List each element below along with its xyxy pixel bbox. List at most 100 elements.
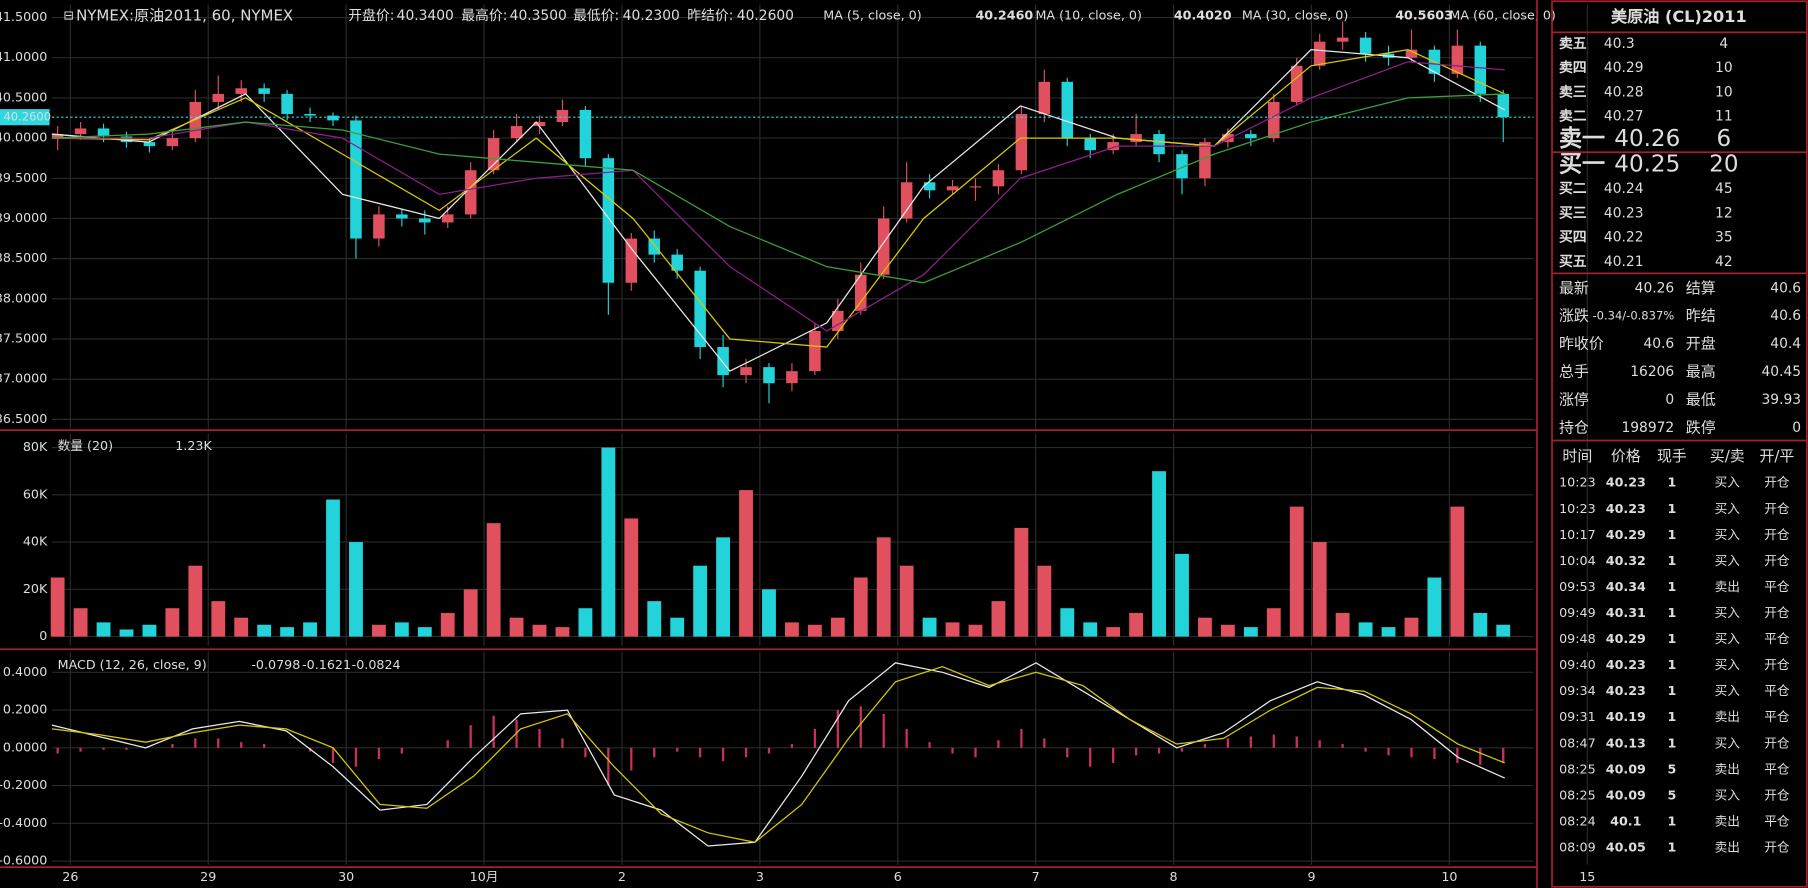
trade-cell: 1: [1668, 579, 1677, 594]
collapse-icon[interactable]: ⊟: [63, 8, 74, 23]
candle-body: [1084, 138, 1096, 151]
volume-bar: [1381, 627, 1396, 637]
trade-cell: 09:48: [1559, 631, 1596, 646]
book-label: 卖五: [1559, 35, 1587, 52]
candle-body: [1222, 134, 1234, 143]
candle-body: [166, 138, 179, 147]
x-tick-label: 9: [1307, 869, 1315, 884]
volume-bar: [1404, 617, 1419, 637]
trade-header: 开/平: [1759, 447, 1794, 465]
volume-bar: [1335, 612, 1350, 637]
candle-body: [556, 109, 569, 123]
y-tick-label: 0: [39, 628, 47, 643]
volume-bar: [417, 627, 432, 637]
legend-label: MA (10, close, 0): [1035, 8, 1141, 23]
volume-bar: [578, 608, 593, 637]
candle-body: [143, 142, 156, 147]
candle-body: [1290, 65, 1303, 102]
book-qty: 35: [1715, 230, 1733, 246]
y-tick-label: 40.0000: [0, 130, 47, 145]
stat-value: 39.93: [1761, 392, 1801, 408]
volume-bar: [326, 499, 340, 637]
book-label: 卖二: [1559, 108, 1587, 125]
candle-body: [786, 371, 798, 384]
volume-bar: [371, 624, 386, 637]
volume-bar: [119, 629, 134, 637]
volume-bar: [188, 565, 203, 637]
volume-bar: [1037, 565, 1052, 637]
macd-line: [51, 665, 1505, 843]
y-tick-label: 37.0000: [0, 371, 47, 386]
volume-bar: [807, 624, 822, 637]
candle-body: [281, 93, 293, 114]
volume-bar: [968, 624, 983, 637]
trade-cell: 买入: [1715, 553, 1741, 568]
volume-bar: [624, 518, 639, 637]
trade-cell: 09:34: [1559, 683, 1596, 698]
candle-body: [1268, 101, 1280, 139]
y-tick-label: 41.5000: [0, 9, 47, 24]
y-tick-label: 38.5000: [0, 250, 47, 265]
x-tick-label: 6: [894, 869, 902, 884]
trade-cell: 5: [1668, 787, 1677, 802]
trade-cell: 1: [1668, 657, 1677, 672]
trade-cell: 买入: [1715, 527, 1741, 542]
candle-body: [625, 238, 638, 283]
legend-value: 40.4020: [1174, 8, 1232, 23]
candle-body: [533, 122, 546, 127]
trade-cell: 40.19: [1606, 709, 1646, 724]
book-price: 40.29: [1604, 60, 1644, 76]
candle-body: [671, 254, 683, 271]
trade-cell: 09:40: [1559, 657, 1596, 672]
trade-cell: 开仓: [1764, 605, 1790, 620]
candle-body: [1153, 134, 1165, 155]
volume-bar: [647, 601, 662, 637]
volume-bar: [1106, 627, 1121, 637]
y-tick-label: 38.0000: [0, 290, 47, 305]
book-qty: 12: [1715, 205, 1733, 221]
stat-value: 40.45: [1761, 364, 1801, 380]
stat-label: 最新: [1559, 279, 1589, 297]
trade-cell: 40.29: [1606, 631, 1646, 646]
candle-body: [832, 310, 844, 331]
macd-line: [51, 662, 1506, 847]
trade-cell: 1: [1668, 735, 1677, 750]
trade-cell: 08:09: [1559, 840, 1596, 855]
legend-label: MA (5, close, 0): [823, 8, 921, 23]
trade-cell: 40.13: [1606, 735, 1646, 750]
stat-value: 40.26: [1635, 280, 1675, 296]
trade-header: 价格: [1611, 447, 1641, 465]
book-price: 40.21: [1604, 254, 1644, 270]
candle-body: [235, 88, 247, 94]
candle-body: [579, 109, 592, 159]
trade-cell: 买入: [1715, 631, 1741, 646]
stat-label: 跌停: [1686, 418, 1716, 436]
volume-bar: [1358, 622, 1373, 637]
trade-cell: 40.23: [1606, 683, 1646, 698]
y-tick-label: 0.4000: [3, 664, 47, 679]
candle-body: [1130, 134, 1142, 143]
volume-bar: [1060, 608, 1075, 637]
trade-cell: 10:23: [1559, 475, 1596, 490]
stat-value: -0.34/-0.837%: [1592, 309, 1674, 323]
x-tick-label: 7: [1032, 869, 1040, 884]
x-tick-label: 26: [62, 869, 78, 884]
volume-bar: [1014, 527, 1029, 637]
candle-body: [327, 115, 339, 121]
candle-body: [602, 158, 615, 283]
candle-body: [648, 238, 661, 255]
stat-value: 40.4: [1770, 336, 1801, 352]
candle-body: [304, 113, 316, 116]
volume-bar: [349, 542, 363, 637]
x-tick-label: 3: [756, 869, 764, 884]
volume-bar: [991, 601, 1006, 637]
trade-cell: 买入: [1715, 501, 1741, 516]
volume-bar: [555, 627, 570, 637]
trade-header: 买/卖: [1710, 447, 1745, 465]
stat-value: 0: [1665, 392, 1674, 408]
book-price: 40.25: [1614, 151, 1680, 177]
symbol: NYMEX:原油2011, 60, NYMEX: [76, 7, 293, 25]
y-tick-label: 36.5000: [0, 411, 47, 426]
